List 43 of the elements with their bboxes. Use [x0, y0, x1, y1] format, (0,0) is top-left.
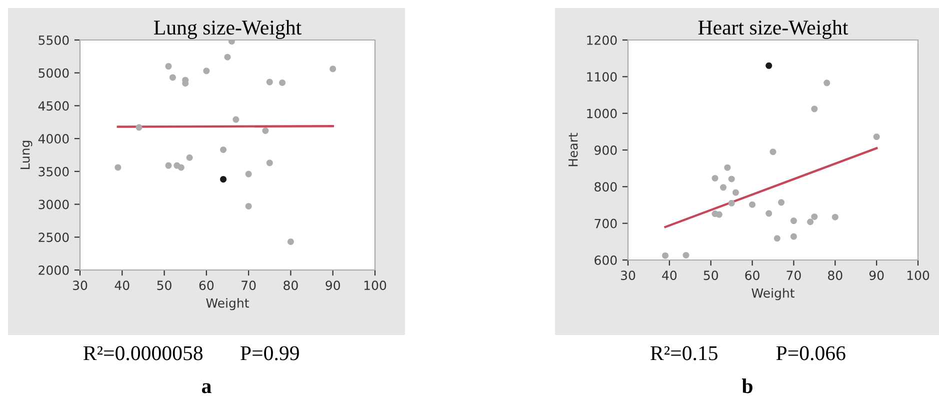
- y-tick-label: 3000: [38, 200, 69, 210]
- text: a: [202, 383, 212, 394]
- x-tick-label: 90: [326, 280, 340, 290]
- chart-title: Heart size-Weight: [698, 20, 848, 39]
- x-tick-label: 70: [786, 270, 801, 280]
- y-tick-label: 900: [594, 145, 617, 155]
- text: R²=0.15: [650, 346, 718, 360]
- x-tick-label: 50: [704, 270, 718, 280]
- x-tick-label: 60: [745, 270, 760, 280]
- x-tick-label: 30: [621, 270, 636, 280]
- y-tick-label: 600: [594, 255, 617, 265]
- text: b: [742, 378, 752, 394]
- y-tick-label: 2500: [38, 232, 69, 242]
- x-tick-label: 100: [364, 280, 386, 290]
- x-tick-label: 80: [284, 280, 298, 290]
- x-tick-label: 80: [828, 270, 842, 280]
- y-tick-label: 1100: [587, 72, 617, 82]
- text: P=0.066: [776, 346, 846, 360]
- x-tick-label: 30: [73, 280, 88, 290]
- y-tick-label: 2000: [38, 265, 69, 275]
- y-tick-label: 5500: [38, 35, 69, 45]
- x-tick-label: 40: [114, 280, 130, 290]
- x-tick-label: 100: [907, 270, 930, 280]
- x-tick-label: 50: [157, 280, 172, 290]
- text: P=0.99: [240, 346, 299, 360]
- y-axis-title: Lung: [20, 140, 32, 170]
- y-tick-label: 700: [594, 218, 617, 228]
- x-tick-label: 60: [199, 280, 214, 290]
- x-axis-title: Weight: [752, 288, 794, 300]
- chart-title: Lung size-Weight: [154, 20, 302, 39]
- y-tick-label: 4500: [38, 101, 69, 111]
- x-tick-label: 90: [869, 270, 884, 280]
- y-tick-label: 5000: [38, 68, 69, 78]
- text: R²=0.0000058: [84, 346, 203, 360]
- y-tick-label: 800: [594, 182, 617, 192]
- x-tick-label: 40: [662, 270, 677, 280]
- x-axis-title: Weight: [206, 298, 249, 310]
- y-tick-label: 1200: [587, 35, 617, 45]
- y-tick-label: 3500: [38, 166, 69, 176]
- x-tick-label: 70: [242, 280, 256, 290]
- y-tick-label: 1000: [587, 108, 617, 118]
- y-tick-label: 4000: [38, 134, 69, 144]
- y-axis-title: Heart: [568, 132, 578, 166]
